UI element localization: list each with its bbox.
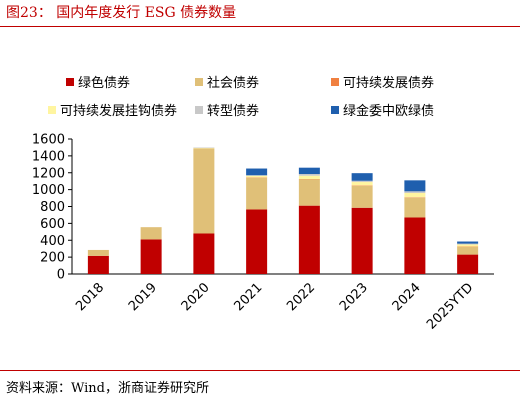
bar-segment bbox=[193, 233, 215, 274]
bar-segment bbox=[351, 180, 373, 183]
bar-segment bbox=[457, 244, 479, 247]
y-tick-label: 400 bbox=[40, 234, 65, 249]
legend-item-sustainability-linked-bonds: 可持续发展挂钩债券 bbox=[48, 100, 177, 119]
legend-label: 绿色债券 bbox=[78, 76, 131, 91]
bar-segment bbox=[404, 197, 426, 218]
bar-segment bbox=[298, 179, 320, 206]
bar-segment bbox=[87, 249, 109, 256]
bar-segment bbox=[298, 175, 320, 180]
footer-divider bbox=[0, 370, 520, 371]
bar-segment bbox=[351, 182, 373, 186]
legend-label: 可持续发展挂钩债券 bbox=[60, 104, 178, 119]
bar-segment bbox=[404, 180, 426, 192]
legend-item-sustainability-bonds: 可持续发展债券 bbox=[331, 72, 434, 91]
bar-segment bbox=[246, 209, 268, 274]
bar-segment bbox=[298, 205, 320, 274]
legend-label: 社会债券 bbox=[207, 76, 260, 91]
bar-segment bbox=[404, 191, 426, 193]
legend-label: 绿金委中欧绿债 bbox=[343, 104, 435, 119]
bar-segment bbox=[193, 148, 215, 234]
source-note: 资料来源：Wind，浙商证券研究所 bbox=[6, 381, 209, 396]
chart-legend: 绿色债券 社会债券 可持续发展债券 可持续发展挂钩债券 转型债券 绿金委中欧绿债 bbox=[0, 0, 520, 130]
legend-swatch bbox=[195, 77, 203, 86]
bar-segment bbox=[457, 247, 479, 255]
bar-segment bbox=[246, 168, 268, 176]
bar-segment bbox=[404, 193, 426, 198]
legend-item-green-bonds: 绿色债券 bbox=[66, 72, 130, 91]
x-tick-label: 2024 bbox=[390, 280, 424, 314]
bar-segment bbox=[87, 255, 109, 274]
x-tick-label: 2022 bbox=[284, 280, 318, 314]
legend-label: 可持续发展债券 bbox=[343, 76, 435, 91]
bar-segment bbox=[298, 174, 320, 176]
figure-title: 图23： 国内年度发行 ESG 债券数量 bbox=[6, 5, 237, 21]
x-tick-label: 2023 bbox=[337, 280, 371, 314]
y-tick-label: 1400 bbox=[32, 149, 65, 164]
bar-segment bbox=[457, 243, 479, 245]
legend-swatch bbox=[331, 105, 339, 114]
bar-segment bbox=[246, 175, 268, 178]
x-tick-label: 2018 bbox=[73, 280, 107, 314]
x-tick-label: 2025YTD bbox=[424, 280, 476, 332]
legend-swatch bbox=[48, 105, 56, 114]
legend-item-social-bonds: 社会债券 bbox=[195, 72, 259, 91]
bar-segment bbox=[351, 207, 373, 274]
x-tick-label: 2019 bbox=[126, 280, 160, 314]
legend-label: 转型债券 bbox=[207, 104, 260, 119]
bar-segment bbox=[140, 227, 162, 240]
bar-segment bbox=[457, 241, 479, 244]
y-tick-label: 1600 bbox=[32, 133, 65, 148]
bar-segment bbox=[351, 173, 373, 181]
legend-swatch bbox=[66, 77, 74, 86]
y-tick-label: 200 bbox=[40, 251, 65, 266]
bar-segment bbox=[457, 254, 479, 274]
bar-segment bbox=[404, 217, 426, 274]
title-divider bbox=[0, 26, 520, 27]
y-tick-label: 1000 bbox=[32, 183, 65, 198]
y-tick-label: 600 bbox=[40, 217, 65, 232]
legend-swatch bbox=[331, 77, 339, 86]
y-tick-label: 800 bbox=[40, 200, 65, 215]
legend-item-cgt-eu-green-bonds: 绿金委中欧绿债 bbox=[331, 100, 434, 119]
bar-segment bbox=[298, 167, 320, 175]
y-tick-label: 1200 bbox=[32, 166, 65, 181]
x-tick-label: 2020 bbox=[179, 280, 213, 314]
legend-item-transition-bonds: 转型债券 bbox=[195, 100, 259, 119]
x-tick-label: 2021 bbox=[231, 280, 265, 314]
bar-segment bbox=[140, 239, 162, 274]
bar-segment bbox=[351, 185, 373, 208]
bar-segment bbox=[246, 177, 268, 210]
legend-swatch bbox=[195, 105, 203, 114]
y-tick-label: 0 bbox=[57, 268, 65, 283]
